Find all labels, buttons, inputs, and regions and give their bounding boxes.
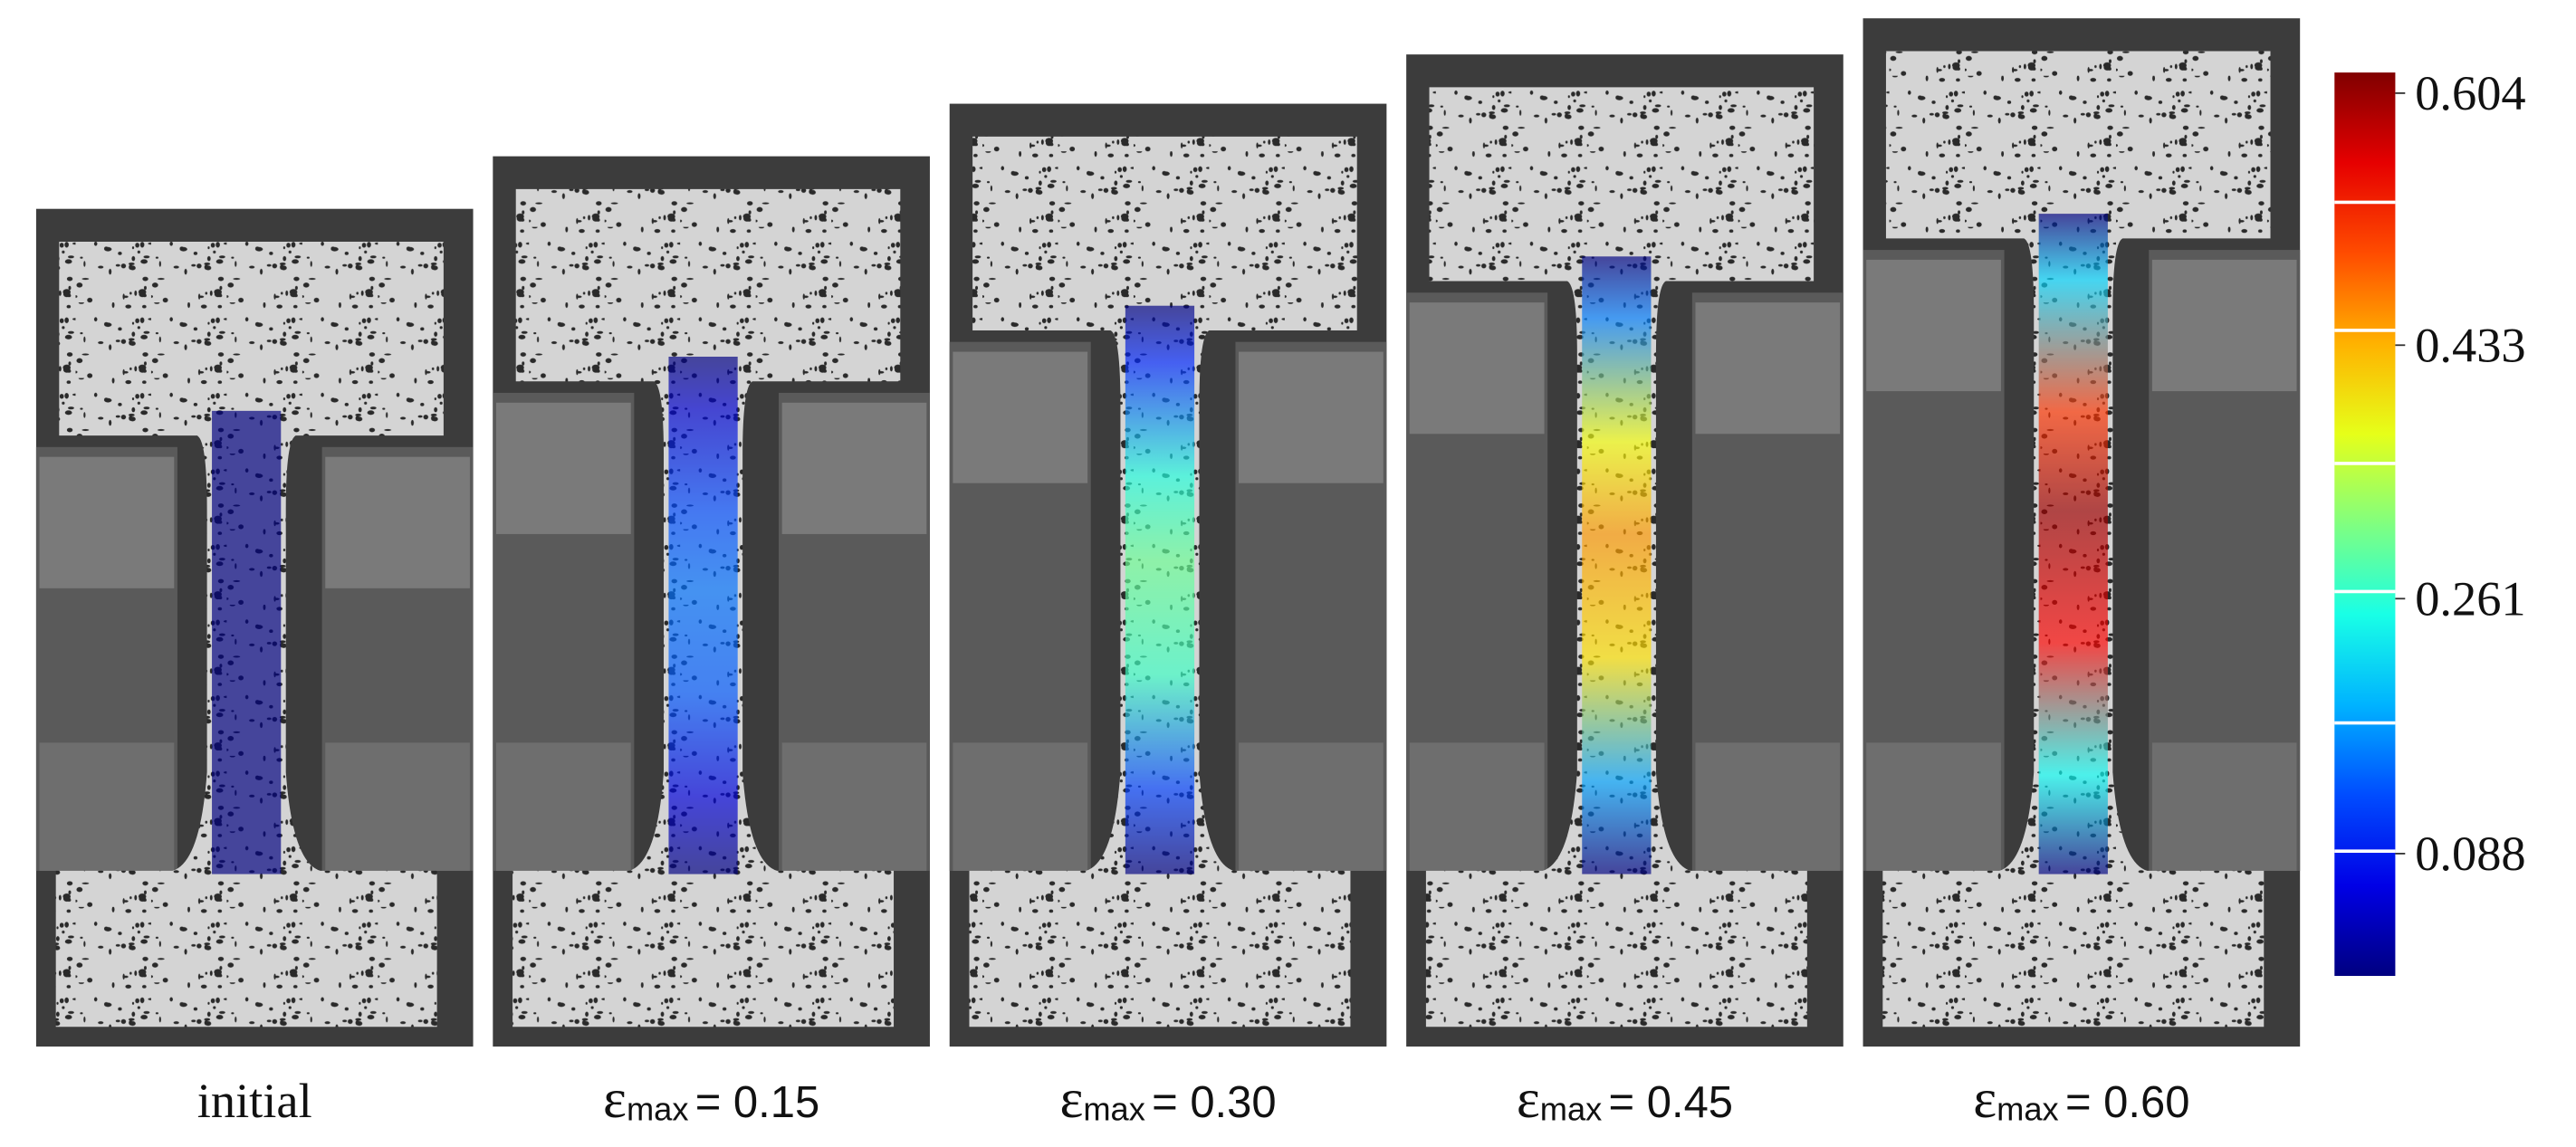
panel-label: initial <box>197 1073 312 1128</box>
grip-pad <box>1695 742 1841 871</box>
grip-pad <box>325 742 470 871</box>
grip-pad <box>1409 742 1545 871</box>
panel-label: εmax = 0.60 <box>1973 1068 2189 1130</box>
strain-texture <box>212 410 282 875</box>
colorbar-tick-label: 0.433 <box>2415 317 2525 372</box>
grip-pad <box>781 742 927 871</box>
strain-texture <box>668 356 738 875</box>
strain-value: = 0.30 <box>1152 1078 1277 1127</box>
panel-label: εmax = 0.45 <box>1517 1068 1733 1130</box>
strain-symbol: ε <box>1059 1068 1083 1130</box>
specimen-panel <box>1406 54 1843 1047</box>
grip-pad <box>1409 302 1545 435</box>
specimen-panel <box>35 208 474 1047</box>
strain-value: = 0.60 <box>2065 1078 2190 1127</box>
specimen-panel <box>1863 18 2301 1047</box>
colorbar-tick-label: 0.604 <box>2415 65 2525 120</box>
grip-pad <box>1239 351 1384 483</box>
grip-pad <box>781 402 927 534</box>
grip-pad <box>325 456 470 588</box>
strain-value: = 0.45 <box>1609 1078 1734 1127</box>
panel-label: εmax = 0.30 <box>1059 1068 1276 1130</box>
specimen-panel <box>949 103 1387 1047</box>
colorbar <box>2334 72 2396 977</box>
grip-pad <box>1866 259 2001 392</box>
grip-pad <box>39 742 175 871</box>
strain-value: = 0.15 <box>695 1078 820 1127</box>
strain-symbol: ε <box>1973 1068 1997 1130</box>
strain-subscript: max <box>627 1091 689 1128</box>
strain-symbol: ε <box>1517 1068 1540 1130</box>
grip-pad <box>2151 259 2297 392</box>
grip-pad <box>953 742 1088 871</box>
grip-pad <box>39 456 175 588</box>
specimen-panel <box>493 156 930 1047</box>
strain-subscript: max <box>1997 1091 2059 1128</box>
strain-texture <box>1582 256 1652 875</box>
strain-subscript: max <box>1540 1091 1603 1128</box>
grip-pad <box>953 351 1088 483</box>
grip-pad <box>495 402 631 534</box>
grip-pad <box>2151 742 2297 871</box>
panel-label: εmax = 0.15 <box>603 1068 819 1130</box>
panel-name: initial <box>197 1073 312 1128</box>
colorbar-tick-label: 0.088 <box>2415 826 2525 881</box>
strain-texture <box>1125 305 1195 875</box>
strain-symbol: ε <box>603 1068 627 1130</box>
strain-texture <box>2038 214 2108 875</box>
grip-pad <box>1866 742 2001 871</box>
grip-pad <box>1695 302 1841 435</box>
grip-pad <box>495 742 631 871</box>
strain-subscript: max <box>1083 1091 1145 1128</box>
colorbar-tick-label: 0.261 <box>2415 570 2525 626</box>
grip-pad <box>1239 742 1384 871</box>
